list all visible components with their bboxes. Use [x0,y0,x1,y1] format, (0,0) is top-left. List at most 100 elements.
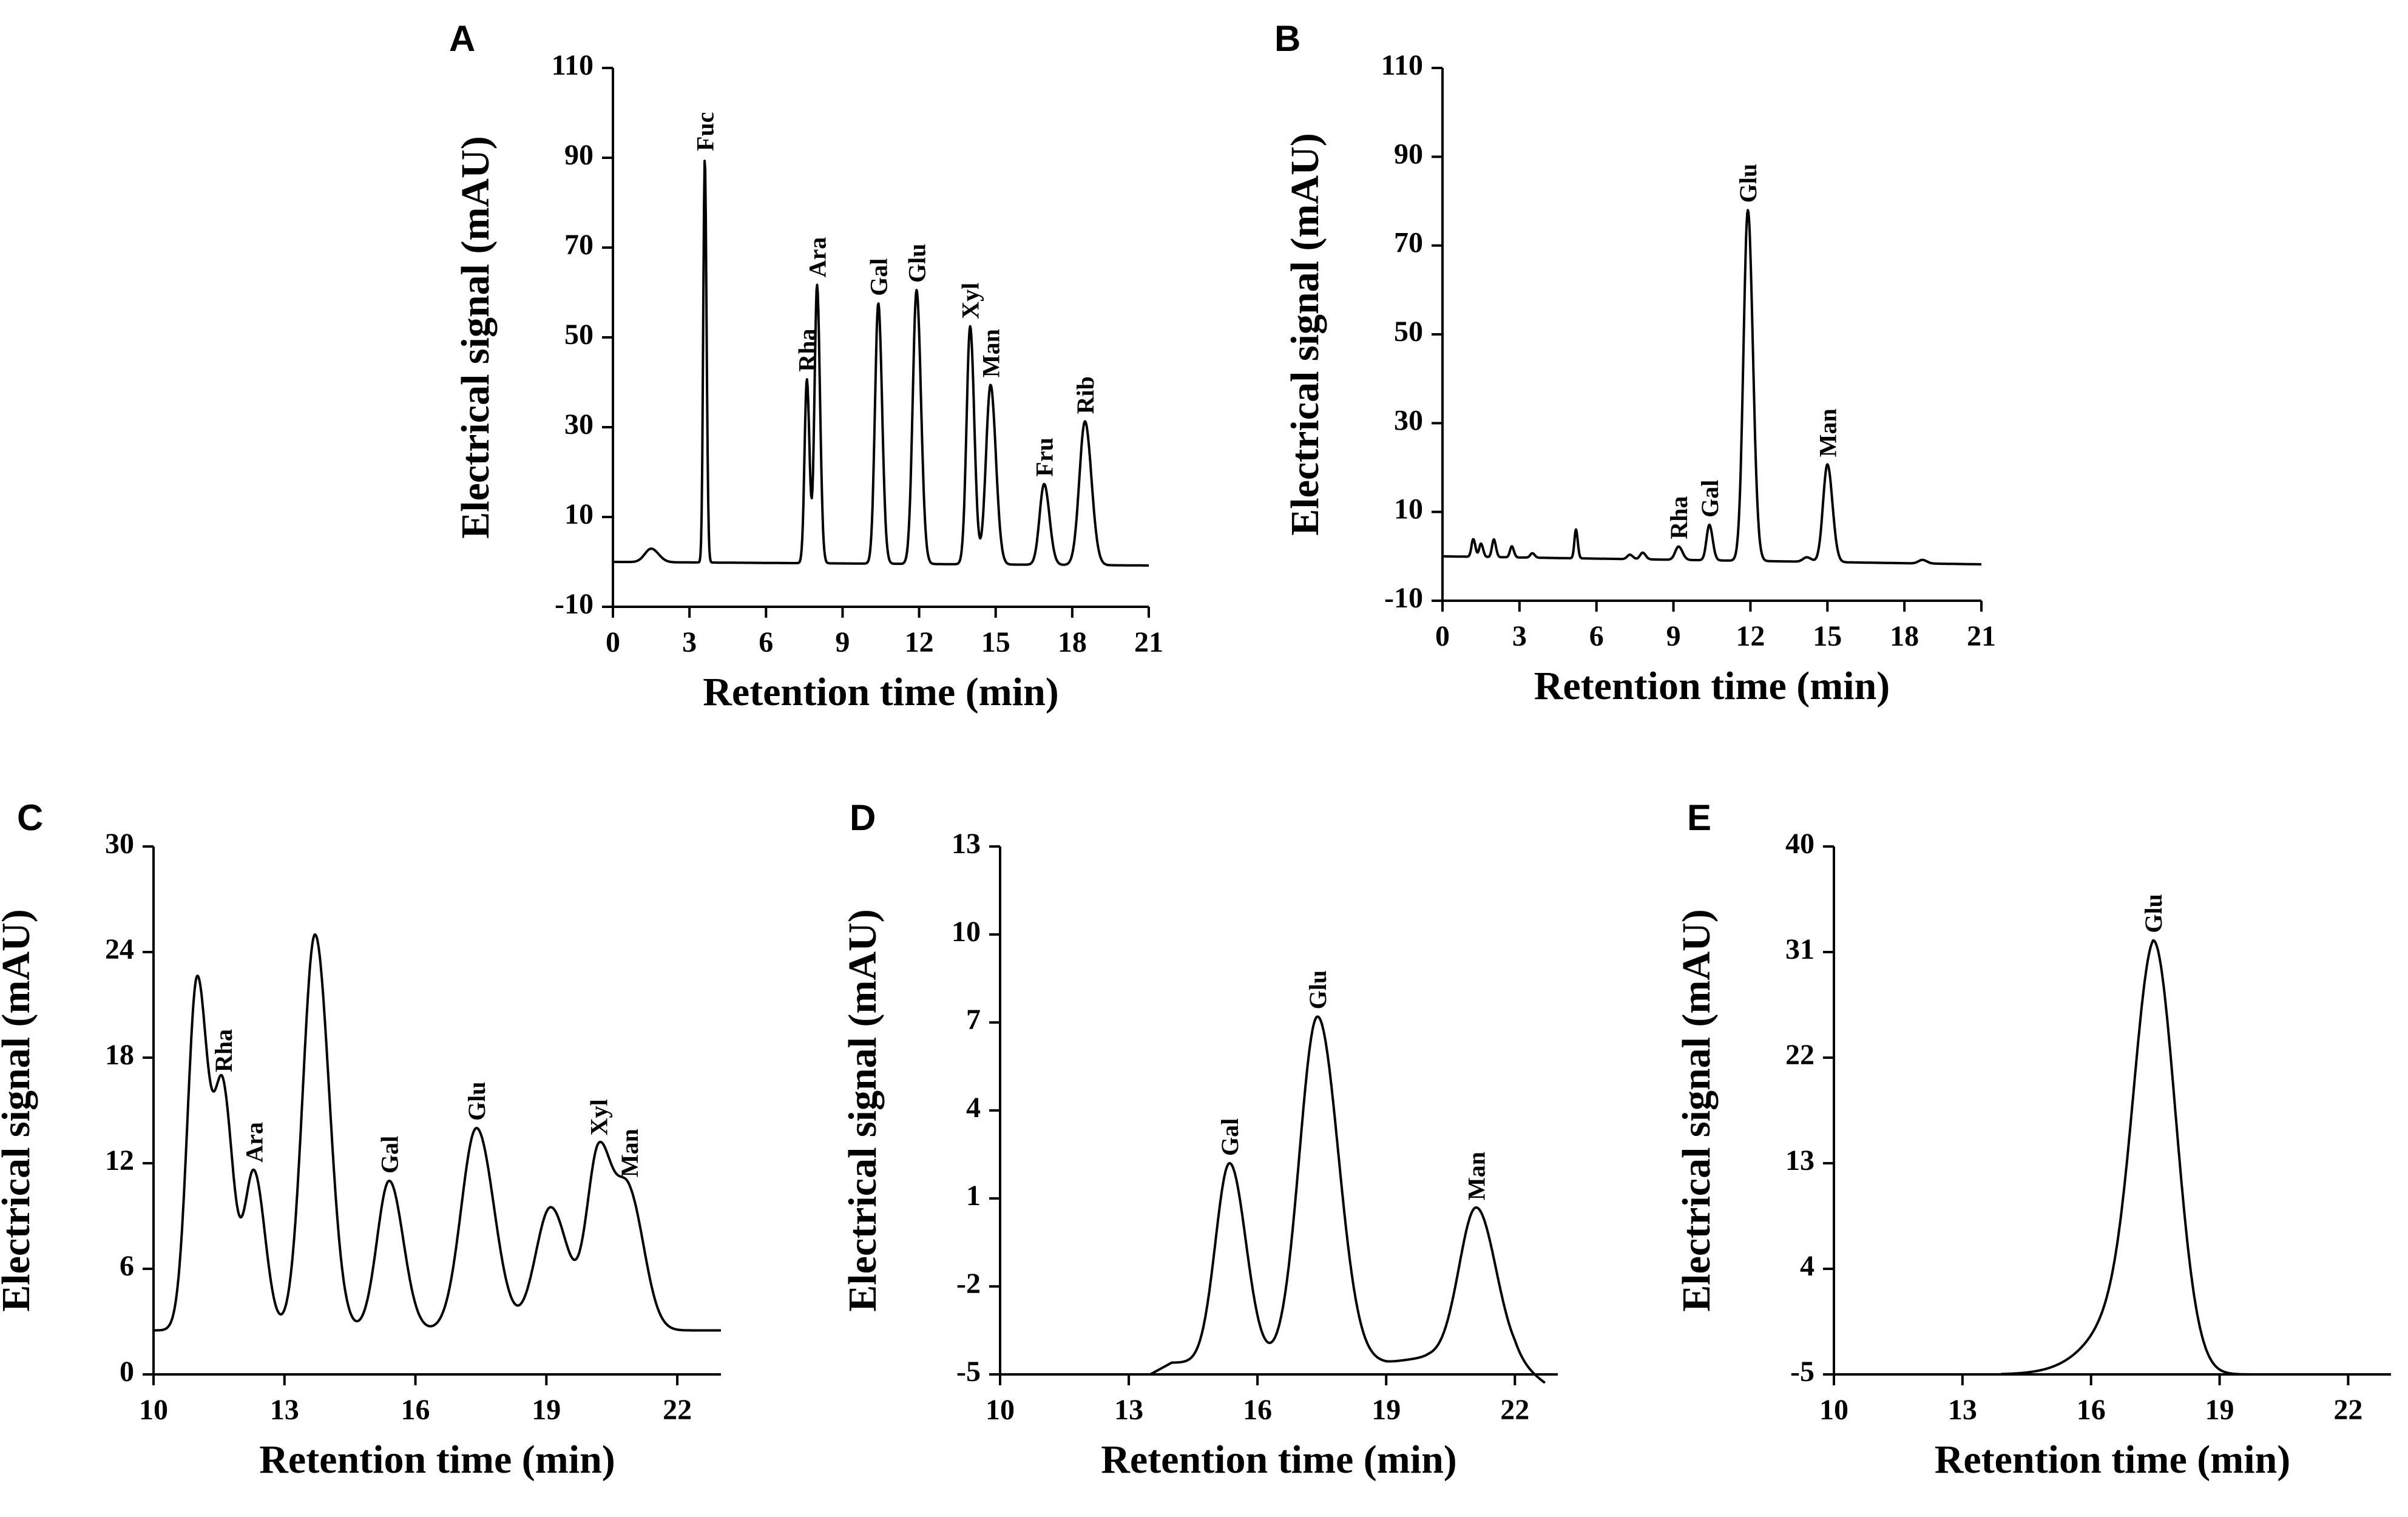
panel-e-ytick-label: 22 [1785,1039,1814,1071]
panel-a-xtick-label: 21 [1134,626,1163,658]
panel-c-ytick-label: 30 [105,828,134,860]
panel-b-xtick-label: 3 [1512,620,1527,652]
panel-e-xtick-label: 10 [1819,1394,1848,1426]
panel-c-letter: C [17,797,43,838]
panel-d-xtick-label: 10 [986,1394,1015,1426]
panel-e-ytick-label: 13 [1785,1144,1814,1177]
panel-d-ytick-label: 10 [952,916,981,948]
panel-a-peak-label-gal: Gal [865,258,892,296]
panel-b-letter: B [1274,18,1300,59]
panel-d-trace [1149,1015,1546,1384]
panel-a-ytick-label: 90 [564,139,594,171]
panel-d-peak-label-gal: Gal [1216,1118,1243,1156]
panel-b-xtick-label: 21 [1967,620,1996,652]
panel-d-y-axis-title: Electrical signal (mAU) [840,909,885,1312]
panel-c-xtick-label: 13 [270,1394,299,1426]
panel-d-ytick-label: -5 [956,1356,981,1388]
panel-e-ytick-label: -5 [1790,1356,1814,1388]
panel-b-peak-label-glu: Glu [1734,164,1762,203]
panel-a-ytick-label: 110 [552,49,594,81]
panel-b-y-axis-title: Electrical signal (mAU) [1283,133,1327,536]
panel-b-xtick-label: 9 [1666,620,1681,652]
panel-e-xtick-label: 22 [2333,1394,2362,1426]
panel-d-x-axis-title: Retention time (min) [1101,1438,1457,1482]
panel-b-peak-label-rha: Rha [1665,496,1693,539]
panel-c-ytick-label: 18 [105,1039,134,1071]
panel-a-ytick-label: 10 [564,498,594,530]
panel-c-ytick-label: 0 [120,1356,134,1388]
panel-a-ytick-label: 70 [564,229,594,261]
panel-b-xtick-label: 12 [1736,620,1765,652]
panel-e-y-axis-title: Electrical signal (mAU) [1674,909,1719,1312]
panel-c-peak-label-glu: Glu [463,1082,490,1121]
panel-b-x-axis-title: Retention time (min) [1534,664,1890,708]
panel-e-letter: E [1687,797,1711,838]
panel-d-ytick-label: 4 [966,1092,981,1124]
panel-e-xtick-label: 16 [2077,1394,2106,1426]
panel-c-xtick-label: 19 [532,1394,561,1426]
panel-b-ytick-label: 70 [1394,227,1423,259]
panel-e-xtick-label: 13 [1948,1394,1977,1426]
panel-a-xtick-label: 18 [1058,626,1087,658]
panel-a-peak-label-rib: Rib [1072,376,1099,414]
panel-a-xtick-label: 12 [905,626,934,658]
panel-d-ytick-label: 1 [966,1180,981,1212]
panel-c-y-axis-title: Electrical signal (mAU) [0,909,38,1312]
panel-a-peak-label-ara: Ara [803,237,831,278]
panel-d-xtick-label: 19 [1371,1394,1401,1426]
panel-e-x-axis-title: Retention time (min) [1935,1438,2291,1482]
panel-a-ytick-label: -10 [555,588,594,620]
panel-d-ytick-label: 13 [952,828,981,860]
panel-a-xtick-label: 6 [759,626,773,658]
panel-c-peak-label-xyl: Xyl [586,1099,613,1135]
panel-d-letter: D [850,797,876,838]
panel-b-trace [1442,209,1982,566]
panel-a-ytick-label: 30 [564,408,594,441]
panel-d-peak-label-glu: Glu [1304,970,1331,1009]
panel-a-letter: A [449,18,475,59]
panel-a-x-axis-title: Retention time (min) [703,670,1059,714]
panel-e-ytick-label: 40 [1785,828,1814,860]
panel-c-x-axis-title: Retention time (min) [259,1438,615,1482]
panel-a-peak-label-xyl: Xyl [957,283,984,319]
panel-b-xtick-label: 18 [1890,620,1919,652]
panel-e-xtick-label: 19 [2205,1394,2234,1426]
panel-d-peak-label-man: Man [1463,1152,1490,1200]
panel-b-ytick-label: -10 [1384,582,1423,614]
panel-a-peak-label-fru: Fru [1031,438,1058,476]
panel-a-peak-label-glu: Glu [903,243,930,282]
panel-b-peak-label-man: Man [1814,408,1841,457]
panel-d-xtick-label: 22 [1500,1394,1529,1426]
panel-a-xtick-label: 0 [606,626,620,658]
panel-a-xtick-label: 15 [981,626,1010,658]
panel-d-xtick-label: 16 [1243,1394,1272,1426]
panel-c-xtick-label: 16 [401,1394,430,1426]
panel-c-peak-label-gal: Gal [376,1136,403,1174]
panel-a-ytick-label: 50 [564,319,594,351]
panel-e-peak-label-glu: Glu [2140,894,2167,933]
panel-e-ytick-label: 31 [1785,933,1814,965]
panel-a-y-axis-title: Electrical signal (mAU) [453,136,498,539]
panel-c-trace [153,933,722,1332]
panel-b-peak-label-gal: Gal [1696,480,1723,518]
panel-c-peak-label-man: Man [616,1129,643,1177]
panel-d-xtick-label: 13 [1114,1394,1143,1426]
panel-b-ytick-label: 30 [1394,404,1423,436]
panel-c-ytick-label: 12 [105,1144,134,1177]
panel-b-xtick-label: 15 [1813,620,1842,652]
panel-a-xtick-label: 9 [835,626,850,658]
panel-b-ytick-label: 50 [1394,316,1423,348]
panel-b-xtick-label: 6 [1589,620,1604,652]
panel-c-xtick-label: 22 [663,1394,692,1426]
panel-a-xtick-label: 3 [682,626,697,658]
panel-a-peak-label-rha: Rha [794,328,821,371]
panel-e-trace [2000,939,2392,1376]
panel-c-ytick-label: 6 [120,1250,134,1282]
panel-c-xtick-label: 10 [139,1394,168,1426]
panel-a-trace [612,160,1149,567]
panel-b-ytick-label: 90 [1394,138,1423,170]
panel-b-ytick-label: 110 [1381,49,1423,81]
panel-b-xtick-label: 0 [1435,620,1450,652]
panel-c-peak-label-ara: Ara [240,1122,268,1163]
